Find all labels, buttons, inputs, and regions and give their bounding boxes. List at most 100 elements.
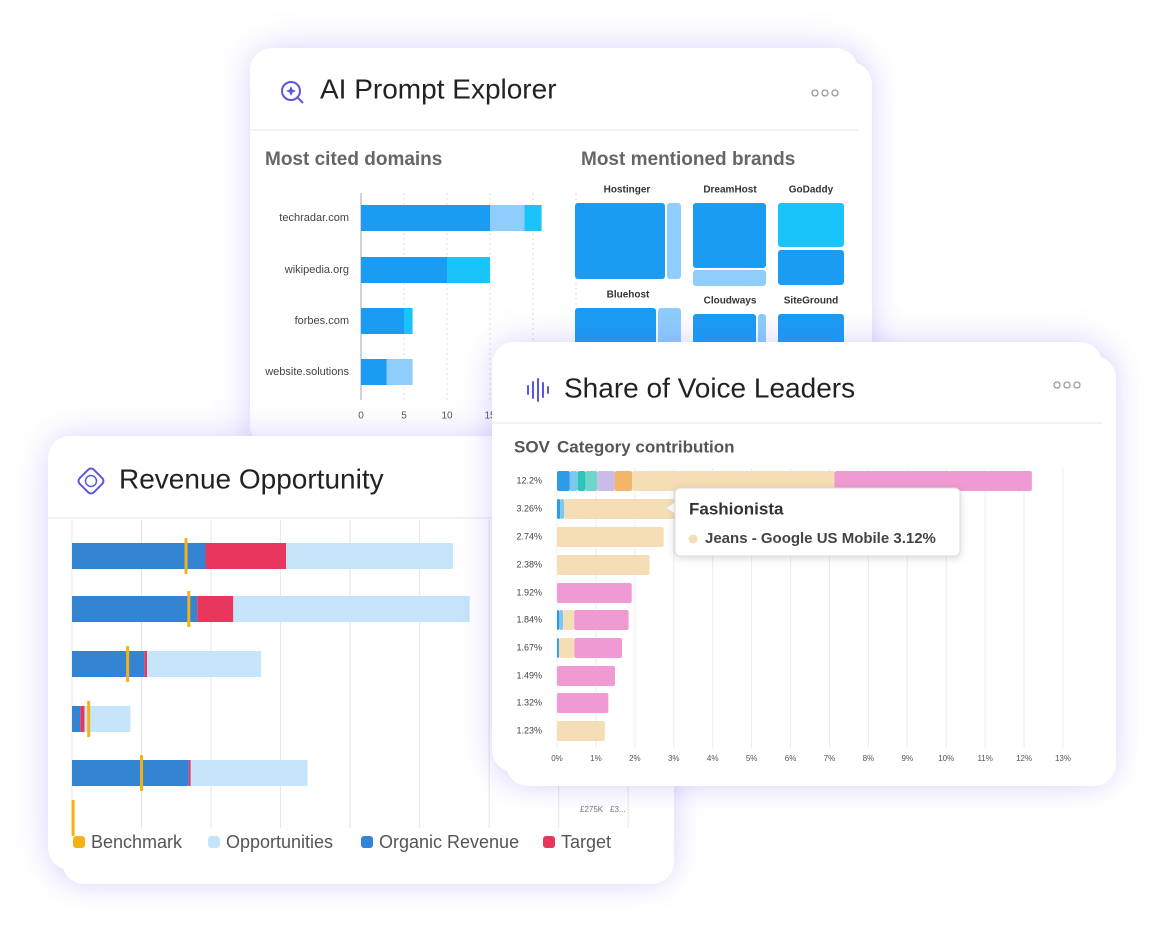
- bar-segment: [557, 499, 561, 519]
- legend-label: Organic Revenue: [379, 832, 519, 852]
- legend-label: Benchmark: [91, 832, 183, 852]
- bar-segment: [559, 610, 564, 630]
- bar-segment: [632, 471, 835, 491]
- x-tick-label: 15: [484, 411, 496, 422]
- legend-swatch: [543, 836, 555, 848]
- y-tick-label: wikipedia.org: [284, 264, 349, 276]
- more-menu[interactable]: [811, 89, 839, 97]
- y-tick-label: 1.92%: [516, 587, 542, 597]
- bar-segment: [557, 638, 559, 658]
- tooltip: Fashionista Jeans - Google US Mobile 3.1…: [665, 487, 961, 557]
- bar-segment: [190, 760, 308, 786]
- bar-segment: [557, 555, 650, 575]
- bar-segment: [72, 760, 189, 786]
- bar-segment: [834, 471, 1032, 491]
- x-tick-label: 9%: [902, 754, 914, 763]
- bar-segment: [147, 651, 262, 677]
- card-title: AI Prompt Explorer: [320, 73, 557, 104]
- bar-segment: [447, 257, 490, 283]
- x-tick-label: 8%: [863, 754, 875, 763]
- bar-segment: [585, 471, 598, 491]
- brand-tile: [778, 250, 844, 285]
- bar-segment: [557, 666, 615, 686]
- y-tick-label: 3.26%: [516, 503, 542, 513]
- y-tick-label: forbes.com: [295, 315, 349, 327]
- bar-segment: [188, 760, 191, 786]
- ai-prompt-svg: AI Prompt Explorer Most cited domains Mo…: [250, 73, 858, 422]
- card-title: Share of Voice Leaders: [564, 372, 855, 403]
- axis-fragment: £275K: [580, 805, 604, 814]
- y-tick-label: 1.67%: [516, 642, 542, 652]
- x-tick-label: 6%: [785, 754, 797, 763]
- bar-segment: [144, 651, 148, 677]
- bar-segment: [614, 471, 633, 491]
- x-tick-label: 4%: [707, 754, 719, 763]
- voice-icon: [527, 378, 549, 402]
- x-tick-label: 0: [358, 411, 364, 422]
- bar-segment: [557, 583, 632, 603]
- benchmark-marker: [71, 800, 75, 836]
- bar-segment: [569, 471, 578, 491]
- legend-label: Opportunities: [226, 832, 333, 852]
- bar-segment: [557, 721, 605, 741]
- bar-segment: [72, 596, 198, 622]
- bar-segment: [80, 706, 85, 732]
- bar-segment: [72, 651, 145, 677]
- chart-title: Most mentioned brands: [581, 149, 795, 170]
- tooltip-swatch: [688, 534, 698, 544]
- bar-segment: [563, 610, 575, 630]
- search-icon-handle: [297, 97, 304, 104]
- y-tick-label: techradar.com: [279, 212, 349, 224]
- bar-segment: [197, 596, 234, 622]
- brand-tile: [778, 203, 844, 247]
- benchmark-marker: [140, 755, 144, 791]
- bar-segment: [564, 499, 679, 519]
- legend-swatch: [361, 836, 373, 848]
- bar-segment: [286, 543, 453, 569]
- legend-swatch: [73, 836, 85, 848]
- bar-segment: [490, 205, 525, 231]
- bar-segment: [560, 499, 565, 519]
- brand-label: Hostinger: [604, 185, 651, 196]
- brand-tile: [693, 270, 766, 286]
- legend-swatch: [208, 836, 220, 848]
- brand-label: DreamHost: [703, 185, 757, 196]
- card-title: Revenue Opportunity: [119, 463, 384, 494]
- more-menu[interactable]: [1053, 381, 1081, 389]
- bar-segment: [72, 706, 81, 732]
- sov-chart: 0% 1% 2% 3% 4% 5% 6% 7% 8% 9% 10% 11% 12% 13% 12.2% 3.2…: [516, 468, 1071, 763]
- bar-segment: [84, 706, 131, 732]
- bar-segment: [574, 638, 623, 658]
- y-tick-label: 2.74%: [516, 531, 542, 541]
- bar-segment: [558, 638, 575, 658]
- domains-chart: 0510152025techradar.comwikipedia.orgforb…: [264, 193, 582, 422]
- bar-segment: [577, 471, 586, 491]
- axis-fragment: £3...: [610, 805, 626, 814]
- y-tick-label: 1.23%: [516, 725, 542, 735]
- y-tick-label: 2.38%: [516, 559, 542, 569]
- bar-segment: [72, 543, 206, 569]
- x-tick-label: 7%: [824, 754, 836, 763]
- x-tick-label: 1%: [590, 754, 602, 763]
- bar-segment: [386, 359, 413, 385]
- brand-tile: [693, 203, 766, 268]
- revenue-svg: Revenue Opportunity £275K £3... Benchmark O…: [48, 463, 660, 852]
- x-tick-label: 5: [401, 411, 407, 422]
- brand-label: SiteGround: [784, 296, 838, 307]
- y-tick-label: 1.32%: [516, 697, 542, 707]
- bar-segment: [557, 471, 570, 491]
- legend-label: Target: [561, 832, 611, 852]
- y-tick-label: 1.84%: [516, 614, 542, 624]
- bar-segment: [361, 359, 387, 385]
- revenue-chart: £275K £3... Benchmark Opportunities Organic …: [71, 520, 629, 852]
- bar-segment: [361, 205, 490, 231]
- brand-label: Cloudways: [704, 296, 757, 307]
- search-icon: [281, 81, 301, 101]
- y-axis-label: SOV: [514, 437, 551, 456]
- benchmark-marker: [187, 591, 191, 627]
- benchmark-marker: [87, 701, 91, 737]
- bar-segment: [557, 527, 664, 547]
- bar-segment: [574, 610, 629, 630]
- sparkle-icon: [286, 86, 296, 96]
